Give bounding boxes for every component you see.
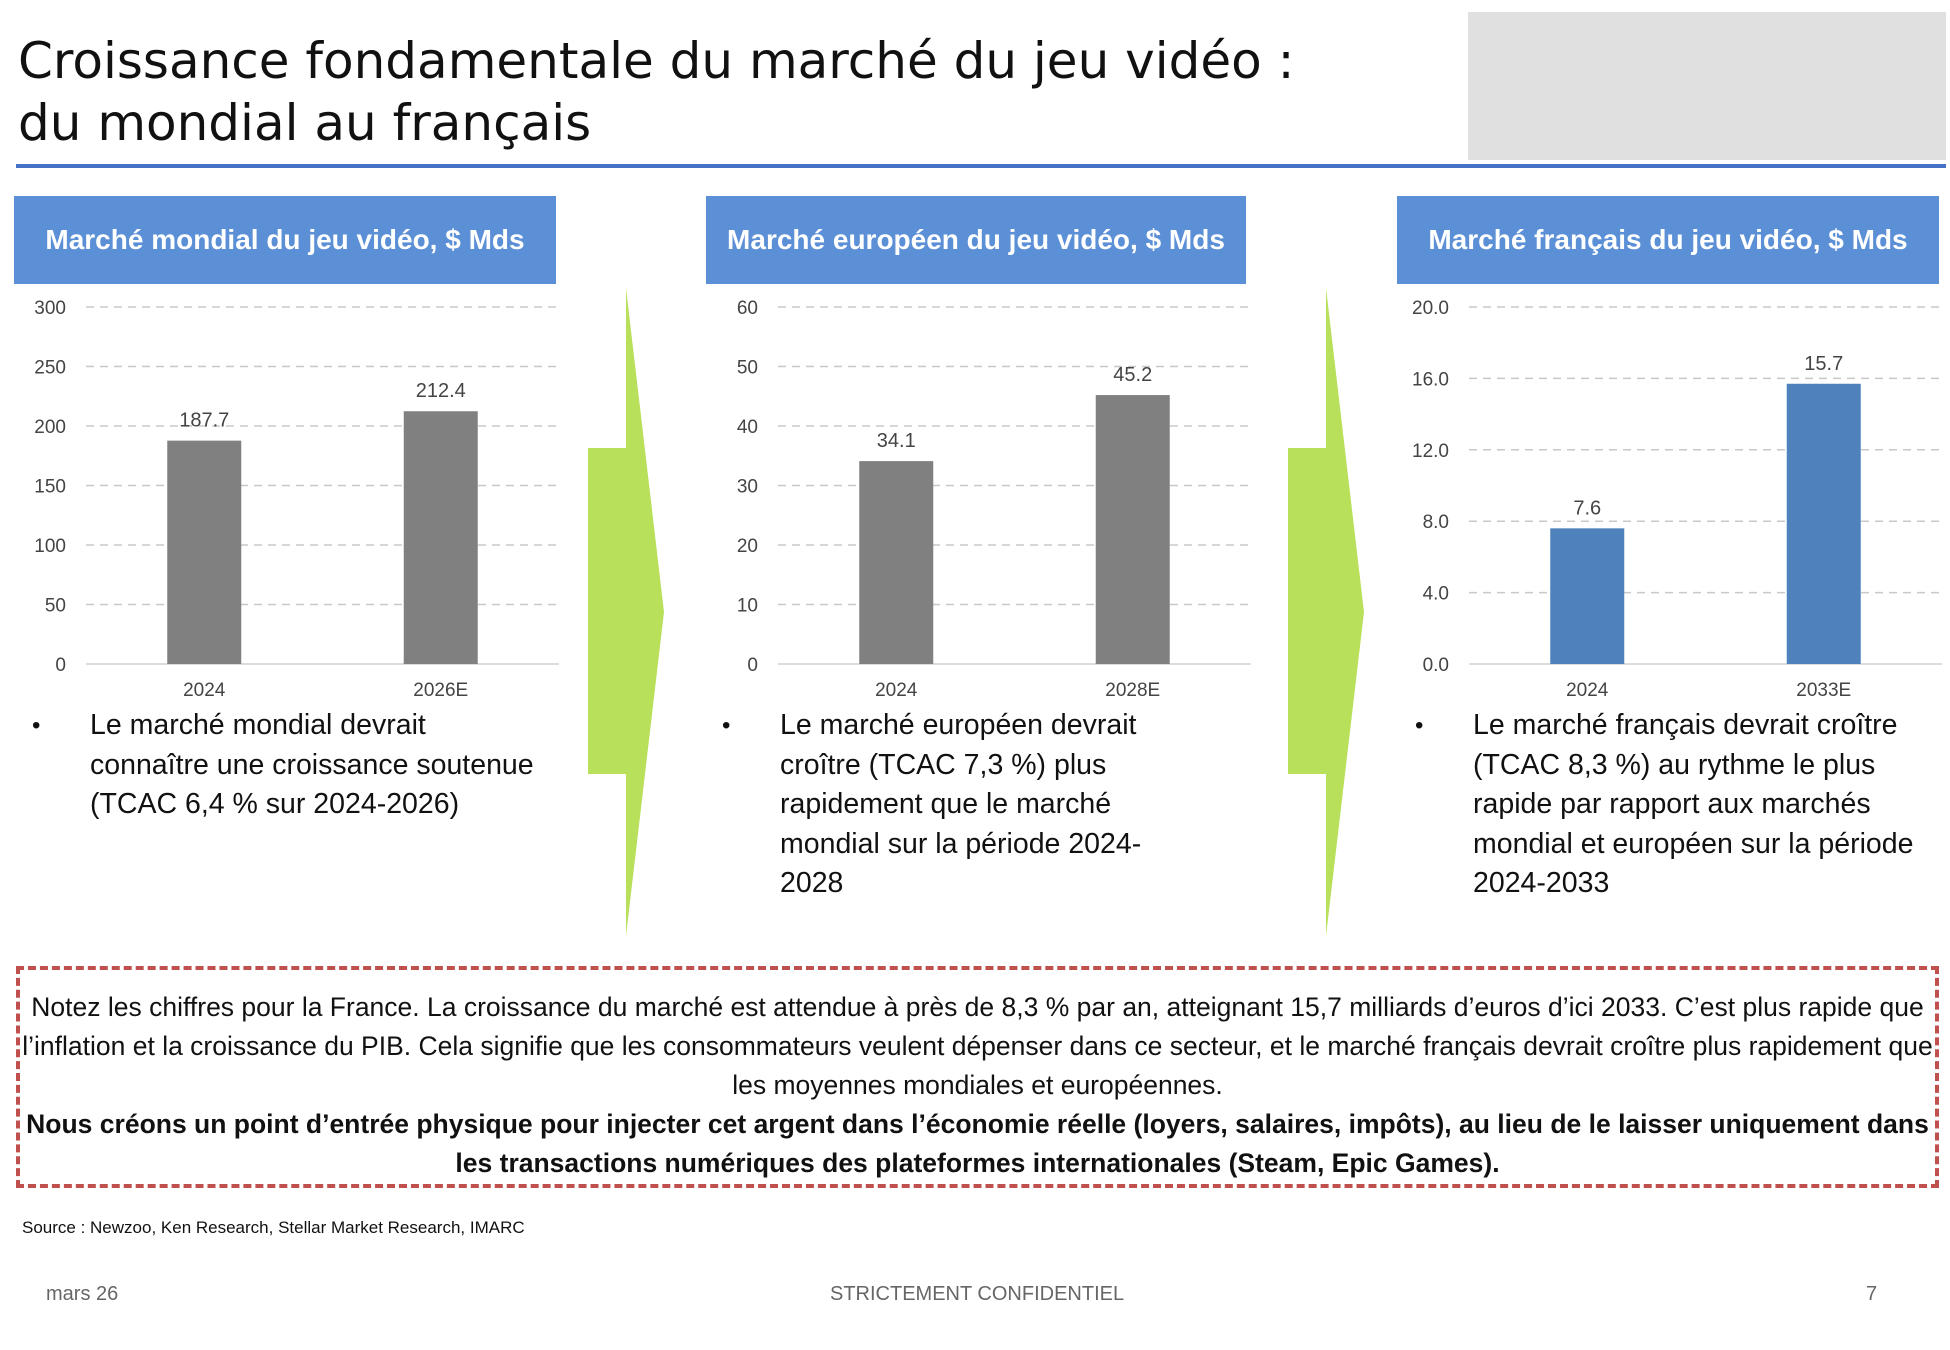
logo-placeholder <box>1468 12 1946 160</box>
y-tick-label: 10 <box>737 596 758 617</box>
x-tick-label: 2033E <box>1796 680 1851 701</box>
data-label: 187.7 <box>179 410 229 432</box>
data-label: 212.4 <box>416 380 466 402</box>
title-rule <box>16 164 1946 168</box>
bar <box>859 461 934 664</box>
arrow-right-icon-2 <box>1288 288 1368 941</box>
y-tick-label: 40 <box>737 417 758 438</box>
bar <box>167 440 242 664</box>
chart-europeen: 0 10 20 30 40 50 60 34.1 2024 45.2 2028E <box>706 292 1251 712</box>
x-tick-label: 2024 <box>875 680 918 701</box>
footer-page-number: 7 <box>1866 1283 1878 1305</box>
source-note: Source : Newzoo, Ken Research, Stellar M… <box>22 1218 525 1237</box>
y-tick-label: 150 <box>34 477 66 498</box>
panel-header-europeen: Marché européen du jeu vidéo, $ Mds <box>706 196 1246 284</box>
footer-date: mars 26 <box>46 1283 119 1305</box>
y-tick-label: 0.0 <box>1423 655 1449 676</box>
bullet-dot: • <box>32 712 41 739</box>
data-label: 7.6 <box>1573 497 1601 519</box>
bullet-dot: • <box>722 712 731 739</box>
bar-chart-mondial: 0 50 100 150 200 250 300 187.7 2024 212.4 2026E <box>34 298 559 701</box>
y-tick-label: 0 <box>55 655 66 676</box>
bar <box>1786 383 1861 664</box>
y-tick-label: 60 <box>737 298 758 319</box>
footer-confidential: STRICTEMENT CONFIDENTIEL <box>830 1283 1125 1305</box>
note-box: Notez les chiffres pour la France. La cr… <box>16 966 1939 1188</box>
y-tick-label: 20 <box>737 536 758 557</box>
y-tick-label: 0 <box>747 655 758 676</box>
y-tick-label: 50 <box>737 358 758 379</box>
bullet-mondial-text: Le marché mondial devrait connaître une … <box>90 709 534 820</box>
note-text: Notez les chiffres pour la France. La cr… <box>22 992 1933 1100</box>
note-bold-text: Nous créons un point d’entrée physique p… <box>26 1109 1929 1178</box>
bullet-mondial: • Le marché mondial devrait connaître un… <box>14 706 534 825</box>
panel-header-francais: Marché français du jeu vidéo, $ Mds <box>1397 196 1939 284</box>
y-tick-label: 30 <box>737 477 758 498</box>
x-tick-label: 2024 <box>183 680 226 701</box>
slide-title-line-2: du mondial au français <box>18 94 592 152</box>
y-tick-label: 300 <box>34 298 66 319</box>
y-tick-label: 20.0 <box>1412 298 1449 319</box>
bullet-europeen-text: Le marché européen devrait croître (TCAC… <box>780 709 1142 899</box>
y-tick-label: 16.0 <box>1412 369 1449 390</box>
y-tick-label: 250 <box>34 358 66 379</box>
bar <box>403 411 478 664</box>
bullet-europeen: • Le marché européen devrait croître (TC… <box>704 706 1204 904</box>
bullet-francais: • Le marché français devrait croître (TC… <box>1397 706 1937 904</box>
data-label: 45.2 <box>1113 364 1152 386</box>
y-tick-label: 200 <box>34 417 66 438</box>
y-tick-label: 4.0 <box>1423 584 1449 605</box>
panel-header-mondial: Marché mondial du jeu vidéo, $ Mds <box>14 196 556 284</box>
data-label: 34.1 <box>877 430 916 452</box>
bar <box>1550 528 1625 664</box>
bar-chart-europeen: 0 10 20 30 40 50 60 34.1 2024 45.2 2028E <box>737 298 1251 701</box>
arrow-right-icon-1 <box>588 288 668 941</box>
x-tick-label: 2026E <box>413 680 468 701</box>
slide-title: Croissance fondamentale du marché du jeu… <box>18 30 1418 154</box>
y-tick-label: 12.0 <box>1412 441 1449 462</box>
bullet-dot: • <box>1415 712 1424 739</box>
bar-chart-francais: 0.0 4.0 8.0 12.0 16.0 20.0 7.6 2024 15.7 2033E <box>1412 298 1942 701</box>
x-tick-label: 2024 <box>1566 680 1609 701</box>
bar <box>1095 395 1170 664</box>
y-tick-label: 100 <box>34 536 66 557</box>
chart-mondial: 0 50 100 150 200 250 300 187.7 2024 212.4 2026E <box>14 292 559 712</box>
x-tick-label: 2028E <box>1105 680 1160 701</box>
data-label: 15.7 <box>1804 353 1843 375</box>
y-tick-label: 8.0 <box>1423 512 1449 533</box>
chart-francais: 0.0 4.0 8.0 12.0 16.0 20.0 7.6 2024 15.7 2033E <box>1397 292 1942 712</box>
slide-title-line-1: Croissance fondamentale du marché du jeu… <box>18 32 1295 90</box>
y-tick-label: 50 <box>45 596 66 617</box>
bullet-francais-text: Le marché français devrait croître (TCAC… <box>1473 709 1914 899</box>
